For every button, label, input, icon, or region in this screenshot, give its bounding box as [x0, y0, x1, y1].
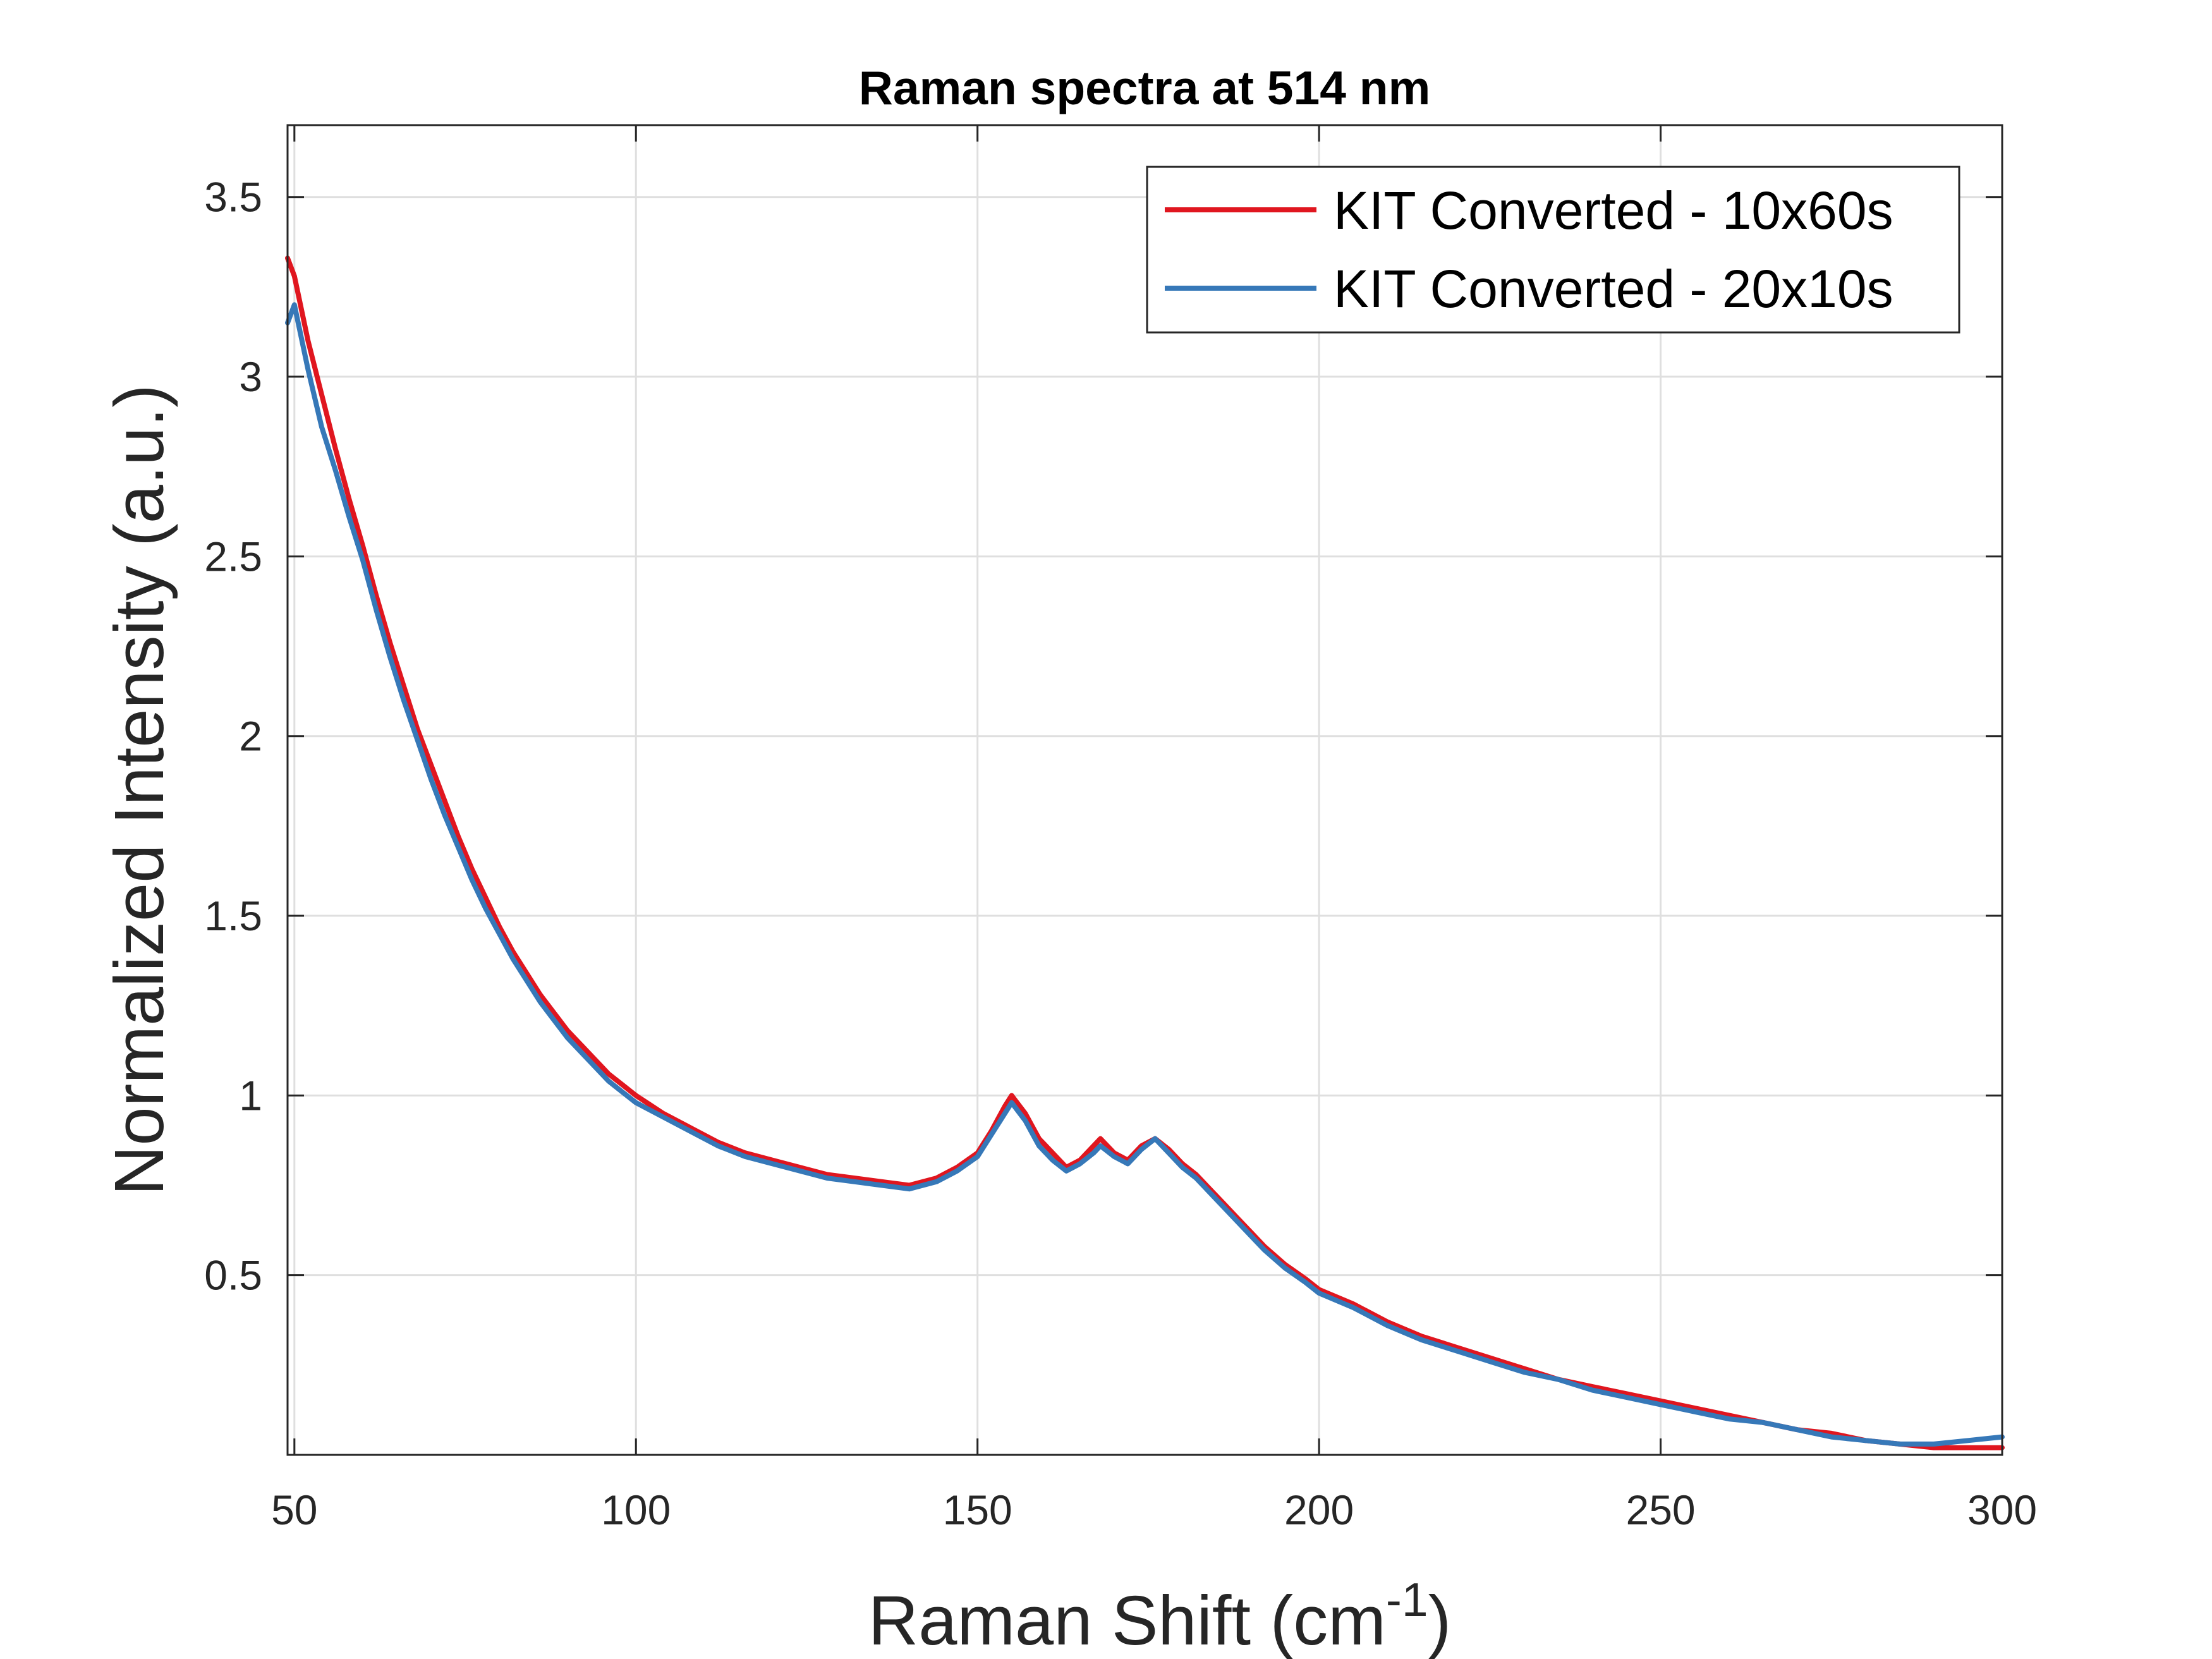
legend: KIT Converted - 10x60s KIT Converted - 2…: [1146, 166, 1960, 334]
x-axis-label-close: ): [1428, 1582, 1452, 1659]
y-axis-label: Normalized Intensity (a.u.): [100, 384, 178, 1196]
chart-title: Raman spectra at 514 nm: [859, 61, 1431, 114]
x-axis-label: Raman Shift (cm-1): [868, 1573, 1451, 1659]
x-tick-label: 300: [1967, 1486, 2037, 1533]
y-tick-label: 0.5: [204, 1252, 262, 1299]
y-tick-label: 2.5: [204, 533, 262, 580]
x-axis-label-superscript: -1: [1386, 1573, 1428, 1626]
x-tick-label: 100: [601, 1486, 671, 1533]
legend-label-10x60s: KIT Converted - 10x60s: [1334, 181, 1893, 240]
tick-labels: 50 100 150 200 250 300 0.5 1 1.5 2 2.5 3 3.5: [204, 174, 2037, 1533]
y-tick-label: 1.5: [204, 892, 262, 939]
x-tick-label: 150: [943, 1486, 1012, 1533]
legend-label-20x10s: KIT Converted - 20x10s: [1334, 259, 1893, 319]
y-tick-label: 1: [239, 1072, 262, 1119]
y-tick-label: 2: [239, 713, 262, 760]
grid: [288, 125, 2002, 1455]
plot-area: [288, 125, 2002, 1455]
x-tick-label: 250: [1626, 1486, 1695, 1533]
legend-box: [1146, 166, 1960, 334]
series-line-20x10s: [285, 302, 2005, 1447]
plot-frame: [286, 124, 2003, 1456]
series-line-10x60s: [285, 255, 2005, 1450]
x-tick-label: 50: [271, 1486, 317, 1533]
x-tick-label: 200: [1284, 1486, 1354, 1533]
x-axis-label-main: Raman Shift (cm: [868, 1582, 1386, 1659]
series-layer: [285, 255, 2005, 1450]
y-tick-label: 3: [239, 353, 262, 400]
y-tick-label: 3.5: [204, 174, 262, 221]
